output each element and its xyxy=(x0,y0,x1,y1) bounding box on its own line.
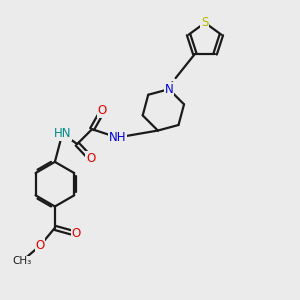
Text: O: O xyxy=(72,227,81,240)
Text: S: S xyxy=(201,16,209,29)
Text: NH: NH xyxy=(109,131,126,144)
Text: O: O xyxy=(35,239,45,252)
Text: N: N xyxy=(164,83,173,96)
Text: O: O xyxy=(98,104,107,117)
Text: O: O xyxy=(86,152,95,165)
Text: HN: HN xyxy=(54,127,71,140)
Text: CH₃: CH₃ xyxy=(12,256,31,266)
